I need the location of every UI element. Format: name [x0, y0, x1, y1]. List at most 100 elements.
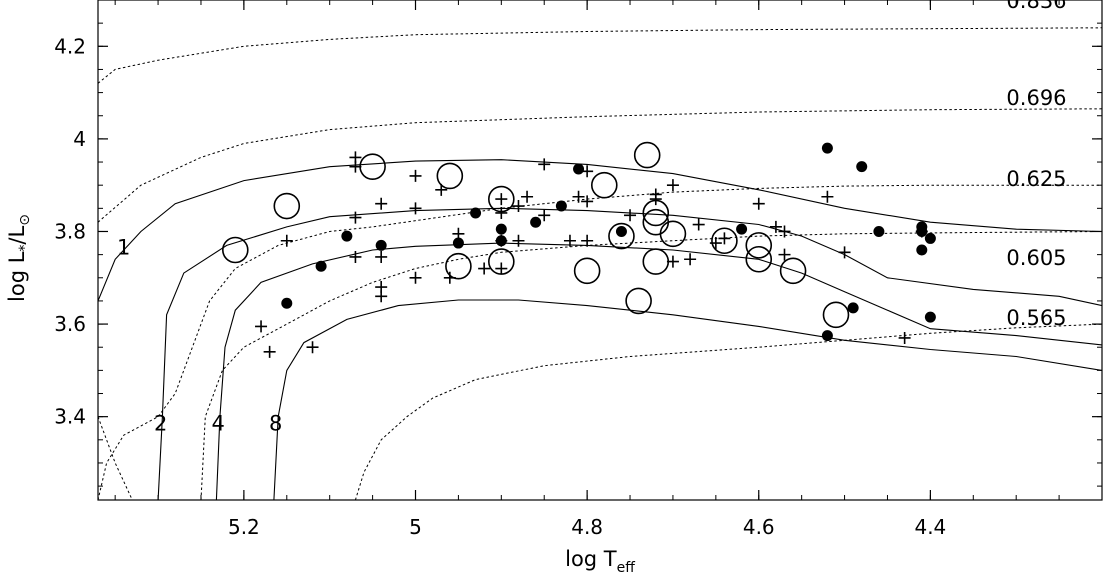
isochrone-line-8 — [273, 299, 1102, 500]
filled-circle-point — [573, 163, 585, 175]
filled-circle-point — [530, 216, 542, 228]
plus-point — [752, 197, 765, 210]
y-axis-label-sub2: ⊙ — [17, 214, 33, 226]
mass-track-label: 0.836 — [1006, 0, 1066, 13]
plus-point — [263, 345, 276, 358]
y-axis-label-sub: * — [17, 245, 33, 252]
open-circle-point — [779, 257, 807, 285]
plus-point — [898, 331, 911, 344]
open-circle-point — [273, 192, 301, 220]
plus-point — [718, 232, 731, 245]
mass-track-line-0.605 — [200, 231, 1102, 500]
plus-point — [443, 271, 456, 284]
isochrone-label: 8 — [269, 412, 282, 436]
y-tick-label: 4 — [73, 127, 86, 151]
open-circle-point — [633, 141, 661, 169]
plus-point — [409, 169, 422, 182]
plus-point — [709, 237, 722, 250]
plus-point — [538, 158, 551, 171]
open-circle-point — [711, 227, 738, 255]
filled-circle-point — [341, 230, 353, 242]
open-circle-point — [822, 301, 850, 329]
mass-track-line — [98, 416, 133, 500]
plus-point — [581, 195, 594, 208]
x-tick-label: 5 — [409, 515, 422, 539]
mass-track-line-0.836 — [98, 27, 1102, 84]
plus-point — [349, 160, 362, 173]
open-circle-point — [573, 257, 601, 285]
plus-point — [915, 225, 928, 238]
plus-point — [692, 218, 705, 231]
plus-point — [666, 179, 679, 192]
plus-point — [495, 193, 508, 206]
plus-point — [649, 188, 662, 201]
plus-point — [538, 209, 551, 222]
mass-track-label: 0.625 — [1006, 167, 1066, 191]
isochrone-label: 1 — [117, 236, 130, 260]
open-circle-point — [608, 222, 635, 250]
plus-point — [821, 190, 834, 203]
open-circle-point — [642, 248, 670, 275]
mass-track-label: 0.565 — [1006, 306, 1066, 330]
plus-point — [375, 197, 388, 210]
plus-point — [572, 190, 585, 203]
plus-point — [306, 341, 319, 354]
x-tick-label: 4.8 — [571, 515, 603, 539]
plus-point — [435, 183, 448, 196]
y-tick-label: 3.6 — [54, 312, 86, 336]
filled-circle-point — [375, 239, 387, 251]
open-circle-point — [590, 171, 618, 199]
filled-circle-point — [916, 244, 928, 256]
plus-point — [409, 202, 422, 215]
filled-circle-point — [555, 200, 567, 212]
filled-circle-point — [452, 237, 464, 249]
plus-point — [452, 227, 465, 240]
filled-circle-point — [495, 223, 507, 235]
plus-point — [255, 320, 268, 333]
y-axis-label-main: log L — [5, 251, 29, 302]
mass-track-line-0.565 — [354, 323, 1102, 500]
plus-point — [838, 246, 851, 259]
plus-point — [375, 250, 388, 263]
plus-point — [495, 234, 508, 247]
plus-point — [478, 262, 491, 275]
y-tick-label: 4.2 — [54, 34, 86, 58]
open-circle-point — [436, 162, 464, 190]
y-axis-label-tail: /L — [5, 225, 29, 244]
filled-circle-point — [736, 223, 748, 235]
open-circle-point — [745, 245, 773, 273]
plus-point — [778, 248, 791, 261]
open-circle-point — [745, 232, 773, 259]
isochrone-label: 4 — [211, 412, 224, 436]
plot-frame — [97, 0, 1103, 501]
plus-point — [684, 253, 697, 266]
open-circle-point — [659, 220, 687, 248]
filled-circle-point — [615, 225, 627, 237]
curves-layer — [98, 27, 1102, 500]
plus-point — [375, 290, 388, 303]
filled-circle-point — [873, 225, 885, 237]
plus-point — [769, 220, 782, 233]
y-tick-label: 3.8 — [54, 219, 86, 243]
plus-point — [409, 271, 422, 284]
open-circle-point — [625, 287, 652, 315]
filled-circle-point — [821, 142, 833, 154]
filled-circle-point — [470, 207, 482, 219]
plus-point — [521, 190, 534, 203]
filled-circle-point — [924, 232, 936, 244]
open-circle-point — [445, 252, 472, 280]
isochrone-line-1 — [98, 159, 1102, 302]
plus-point — [495, 262, 508, 275]
filled-circle-point — [315, 260, 327, 272]
axis-ticks: 5.2 5 4.8 4.6 4.4 3.4 3.6 3.8 4 4.2 — [54, 0, 1103, 539]
plus-point — [624, 209, 637, 222]
curve-labels-layer: 1 2 4 8 0.836 0.696 0.625 0.605 0.565 — [117, 0, 1066, 436]
y-axis-label: log L*/L⊙ — [5, 214, 33, 302]
plus-point — [512, 234, 525, 247]
isochrone-label: 2 — [154, 412, 167, 436]
isochrone-line-2 — [157, 207, 1102, 500]
x-tick-label: 5.2 — [228, 515, 260, 539]
plus-point — [563, 234, 576, 247]
plus-point — [778, 225, 791, 238]
